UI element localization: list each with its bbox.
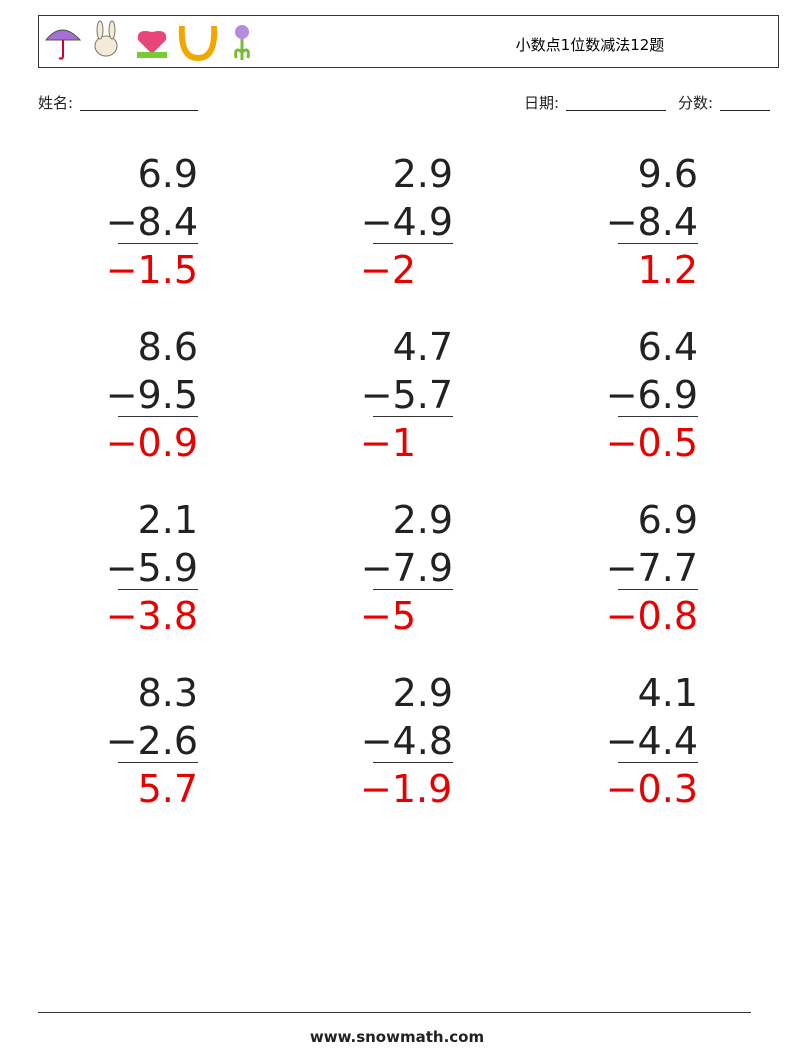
heart-icon <box>137 31 167 54</box>
score-blank <box>720 110 770 111</box>
answer: −1.5 <box>105 248 198 292</box>
answer: −0.8 <box>605 594 698 638</box>
minuend: 6.9 <box>637 498 698 542</box>
answer: −3.8 <box>105 594 198 638</box>
minuend: 2.1 <box>137 498 198 542</box>
answer: −0.3 <box>605 767 698 811</box>
umbrella-handle <box>58 40 64 60</box>
minuend: 2.9 <box>392 498 453 542</box>
minuend: 2.9 <box>392 152 453 196</box>
flower-icon <box>235 25 249 39</box>
header-box <box>38 15 779 68</box>
score-label: 分数: <box>678 94 714 112</box>
horseshoe-icon <box>178 25 218 62</box>
minuend: 8.3 <box>137 671 198 715</box>
minuend: 6.4 <box>637 325 698 369</box>
header-icons <box>44 20 250 62</box>
subtrahend: −7.9 <box>360 546 453 590</box>
answer-rule <box>373 416 453 417</box>
subtrahend: −8.4 <box>105 200 198 244</box>
heart-ribbon <box>137 52 167 58</box>
minuend: 4.1 <box>637 671 698 715</box>
title: 小数点1位数减法12题 <box>515 36 665 54</box>
flower-stem <box>234 39 250 60</box>
answer-rule <box>373 243 453 244</box>
minuend: 6.9 <box>137 152 198 196</box>
answer: −0.9 <box>105 421 198 465</box>
name-blank <box>80 110 198 111</box>
subtrahend: −5.7 <box>360 373 453 417</box>
date-blank <box>566 110 666 111</box>
subtrahend: −9.5 <box>105 373 198 417</box>
subtrahend: −5.9 <box>105 546 198 590</box>
answer: 5.7 <box>137 767 198 811</box>
umbrella-icon <box>44 29 82 41</box>
answer: 1.2 <box>637 248 698 292</box>
subtrahend: −4.8 <box>360 719 453 763</box>
minuend: 4.7 <box>392 325 453 369</box>
minuend: 8.6 <box>137 325 198 369</box>
answer-rule <box>618 762 698 763</box>
answer: −1 <box>360 421 417 465</box>
minuend: 9.6 <box>637 152 698 196</box>
answer-rule <box>373 589 453 590</box>
bunny-ear <box>96 20 104 40</box>
footer-site: www.snowmath.com <box>309 1028 485 1046</box>
answer-rule <box>118 762 198 763</box>
subtrahend: −2.6 <box>105 719 198 763</box>
subtrahend: −6.9 <box>605 373 698 417</box>
name-label: 姓名: <box>38 94 74 112</box>
answer-rule <box>618 416 698 417</box>
subtrahend: −4.4 <box>605 719 698 763</box>
subtrahend: −8.4 <box>605 200 698 244</box>
answer-rule <box>373 762 453 763</box>
answer: −2 <box>360 248 417 292</box>
bunny-ear <box>108 20 116 40</box>
footer-rule <box>38 1012 751 1013</box>
answer: −0.5 <box>605 421 698 465</box>
date-label: 日期: <box>524 94 560 112</box>
answer-rule <box>618 243 698 244</box>
answer: −5 <box>360 594 417 638</box>
subtrahend: −7.7 <box>605 546 698 590</box>
answer-rule <box>618 589 698 590</box>
minuend: 2.9 <box>392 671 453 715</box>
answer-rule <box>118 589 198 590</box>
answer-rule <box>118 416 198 417</box>
answer: −1.9 <box>360 767 453 811</box>
bunny-icon <box>94 35 118 57</box>
answer-rule <box>118 243 198 244</box>
subtrahend: −4.9 <box>360 200 453 244</box>
